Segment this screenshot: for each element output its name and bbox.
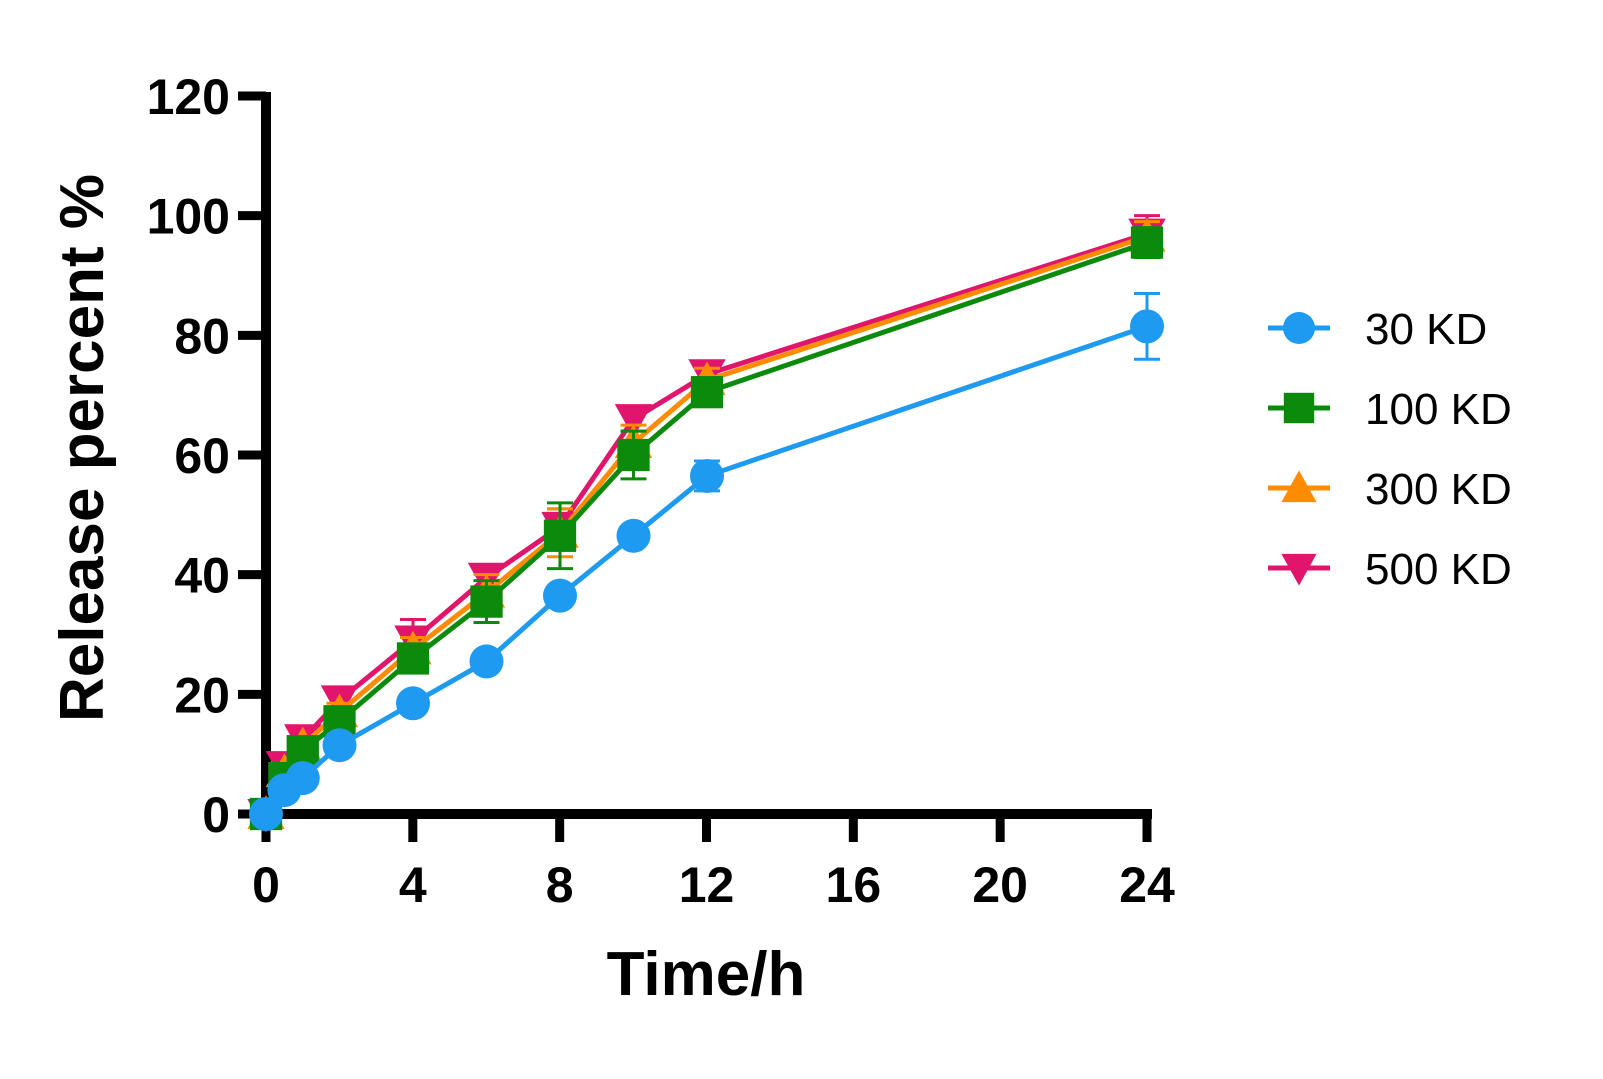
y-tick-label: 60 [174,428,230,484]
data-point [690,376,724,409]
data-point [1130,226,1164,259]
series-line [263,231,1148,815]
series-500-kd [247,214,1166,833]
data-point [470,585,503,618]
legend-item: 300 KD [1268,465,1512,514]
data-point [543,578,577,613]
x-tick-label: 16 [826,857,882,913]
legend-label: 100 KD [1365,385,1512,434]
legend-marker [1281,553,1317,586]
data-point [617,438,650,472]
data-point [396,642,430,675]
x-tick-label: 12 [679,857,735,913]
x-tick-label: 8 [546,857,574,913]
data-point [285,761,320,796]
x-tick-label: 0 [252,857,280,913]
y-tick-label: 20 [174,667,230,723]
series-100-kd [249,226,1164,831]
series-line [263,234,1148,816]
y-tick-label: 0 [202,787,230,843]
x-tick-label: 4 [399,857,427,913]
x-tick-label: 20 [972,857,1028,913]
series-30-kd [249,291,1164,831]
legend-label: 300 KD [1365,465,1512,514]
y-tick-label: 100 [147,189,230,245]
legend-item: 30 KD [1268,305,1487,354]
legend-marker [1281,470,1317,503]
legend-label: 500 KD [1365,545,1512,594]
data-point [322,728,357,763]
legend-label: 30 KD [1365,305,1487,354]
legend-marker [1283,392,1315,424]
series-300-kd [247,217,1166,829]
data-point [1130,309,1164,344]
legend-item: 100 KD [1268,385,1512,434]
x-axis-title: Time/h [607,940,806,1009]
data-point [543,519,577,552]
data-point [396,686,430,721]
y-tick-label: 80 [174,308,230,364]
legend-marker [1283,312,1315,344]
data-point [469,644,504,679]
plot-area [247,214,1166,833]
legend-item: 500 KD [1268,545,1512,594]
data-point [249,797,283,831]
series-line [263,240,1148,816]
y-axis-title: Release percent % [48,174,117,722]
x-tick-label: 24 [1119,857,1175,913]
data-point [616,518,651,553]
data-point [690,458,724,493]
y-tick-label: 40 [174,548,230,604]
axes: 0 20 40 60 80 100 120 0 4 8 12 16 20 24 [147,69,1175,913]
data-point [614,404,653,438]
y-tick-label: 120 [147,69,230,125]
legend: 30 KD 100 KD 300 KD 500 KD [1268,305,1512,594]
